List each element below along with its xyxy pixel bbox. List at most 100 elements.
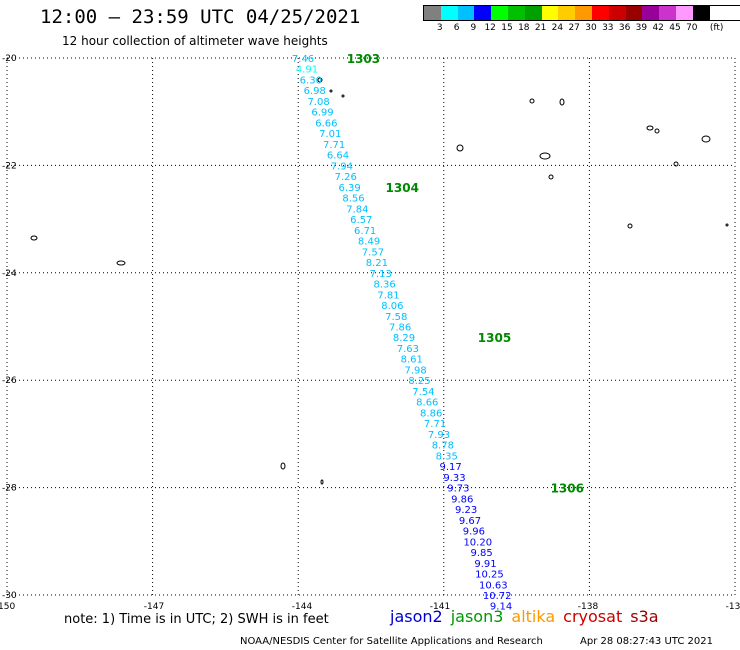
legend-unit: (ft) [709, 23, 724, 33]
lat-label: -20 [2, 54, 17, 64]
swh-value: 8.78 [432, 441, 454, 452]
island-outline [673, 161, 679, 167]
island-outline [701, 135, 711, 143]
legend-swatch [675, 6, 693, 20]
swh-value: 8.36 [373, 280, 395, 291]
timestamp-text: Apr 28 08:27:43 UTC 2021 [580, 636, 713, 647]
legend-label: 30 [585, 23, 597, 33]
swh-value: 7.58 [385, 312, 407, 323]
lon-label: -147 [144, 602, 164, 612]
swh-value: 7.84 [346, 204, 368, 215]
time-labels: 1303 1304 1305 1306 [347, 52, 584, 496]
legend-label: 70 [686, 23, 698, 33]
legend-label: 36 [618, 23, 631, 33]
swh-value: 9.91 [474, 559, 496, 570]
island-outline [329, 89, 333, 93]
swh-value: 7.01 [319, 129, 341, 140]
legend-label: 9 [470, 23, 477, 33]
lat-label: -28 [2, 484, 17, 494]
swh-value: 6.30 [300, 75, 322, 86]
swh-value: 7.63 [397, 344, 419, 355]
swh-value: 7.57 [362, 247, 384, 258]
legend-swatch [642, 6, 660, 20]
legend-label: 39 [635, 23, 648, 33]
swh-value: 10.72 [483, 591, 512, 602]
legend-swatch [692, 6, 710, 20]
swh-value: 9.14 [490, 602, 512, 613]
island-outline [280, 462, 286, 470]
satellite-cryosat: cryosat [563, 607, 623, 626]
swh-value: 7.54 [412, 387, 434, 398]
swh-value: 8.06 [381, 301, 403, 312]
map-subtitle: 12 hour collection of altimeter wave hei… [62, 34, 328, 48]
lon-label: -144 [292, 602, 313, 612]
island-outline [341, 94, 345, 98]
swh-value: 7.71 [424, 419, 446, 430]
note-text: note: 1) Time is in UTC; 2) SWH is in fe… [64, 612, 329, 627]
swh-value: 7.94 [331, 161, 353, 172]
legend-swatch [491, 6, 508, 20]
legend-label: 24 [551, 23, 564, 33]
lon-label: -141 [430, 602, 450, 612]
swh-value: 10.20 [463, 537, 492, 548]
island-outline [456, 144, 464, 152]
islands [30, 77, 729, 485]
island-outline [317, 77, 323, 83]
swh-value: 9.85 [471, 548, 493, 559]
legend-label: 15 [501, 23, 513, 33]
swh-value: 8.61 [401, 355, 423, 366]
lat-label: -26 [2, 376, 17, 386]
swh-value: 9.17 [439, 462, 461, 473]
island-outline [725, 223, 729, 227]
swh-value: 6.98 [304, 86, 326, 97]
swh-value: 8.29 [393, 333, 415, 344]
swh-value: 6.64 [327, 151, 349, 162]
axis-labels: -20 -22 -24 -26 -28 -30-150 -147 -144 -141 -138 -1… [0, 54, 740, 612]
legend-swatch [541, 6, 559, 20]
swh-value: 6.57 [350, 215, 372, 226]
swh-value: 7.26 [335, 172, 357, 183]
swh-value: 9.23 [455, 505, 477, 516]
legend-label: 6 [453, 23, 460, 33]
satellite-jason2: jason2 [390, 607, 443, 626]
island-outline [654, 128, 660, 134]
swh-value: 6.66 [315, 118, 337, 129]
legend-labels: 3 6 9 12 15 18 21 24 27 30 33 36 39 42 45 70 (ft) [423, 21, 740, 33]
swh-value: 6.71 [354, 226, 376, 237]
swh-value: 4.91 [296, 65, 318, 76]
lat-label: -30 [2, 591, 17, 601]
island-outline [116, 260, 126, 266]
lon-label: -13 [726, 602, 740, 612]
swh-value: 7.98 [405, 365, 427, 376]
swh-value: 9.73 [447, 484, 469, 495]
legend-swatch [474, 6, 492, 20]
island-outline [529, 98, 535, 104]
legend-swatch [575, 6, 592, 20]
island-outline [30, 235, 38, 241]
swh-value: 8.21 [366, 258, 388, 269]
satellite-jason3: jason3 [450, 607, 504, 626]
lat-label: -24 [2, 269, 17, 279]
lon-label: -138 [578, 602, 599, 612]
legend-swatch [558, 6, 576, 20]
legend-label: 27 [568, 23, 580, 33]
legend-label: 12 [484, 23, 496, 33]
legend-swatch [524, 6, 542, 20]
legend-swatch [625, 6, 643, 20]
swh-value: 7.71 [323, 140, 345, 151]
swh-value: 10.25 [475, 570, 504, 581]
swh-value: 10.63 [479, 580, 508, 591]
map-title: 12:00 — 23:59 UTC 04/25/2021 [40, 6, 361, 28]
satellite-s3a: s3a [630, 607, 659, 626]
legend-label: 42 [652, 23, 664, 33]
legend-swatch [608, 6, 626, 20]
legend-swatches [423, 5, 740, 21]
legend-swatch [440, 6, 458, 20]
time-label: 1303 [347, 52, 380, 66]
legend-label: 33 [602, 23, 614, 33]
island-outline [646, 125, 654, 131]
legend-swatch [424, 6, 441, 20]
island-outline [548, 174, 554, 180]
swh-value: 9.67 [459, 516, 481, 527]
